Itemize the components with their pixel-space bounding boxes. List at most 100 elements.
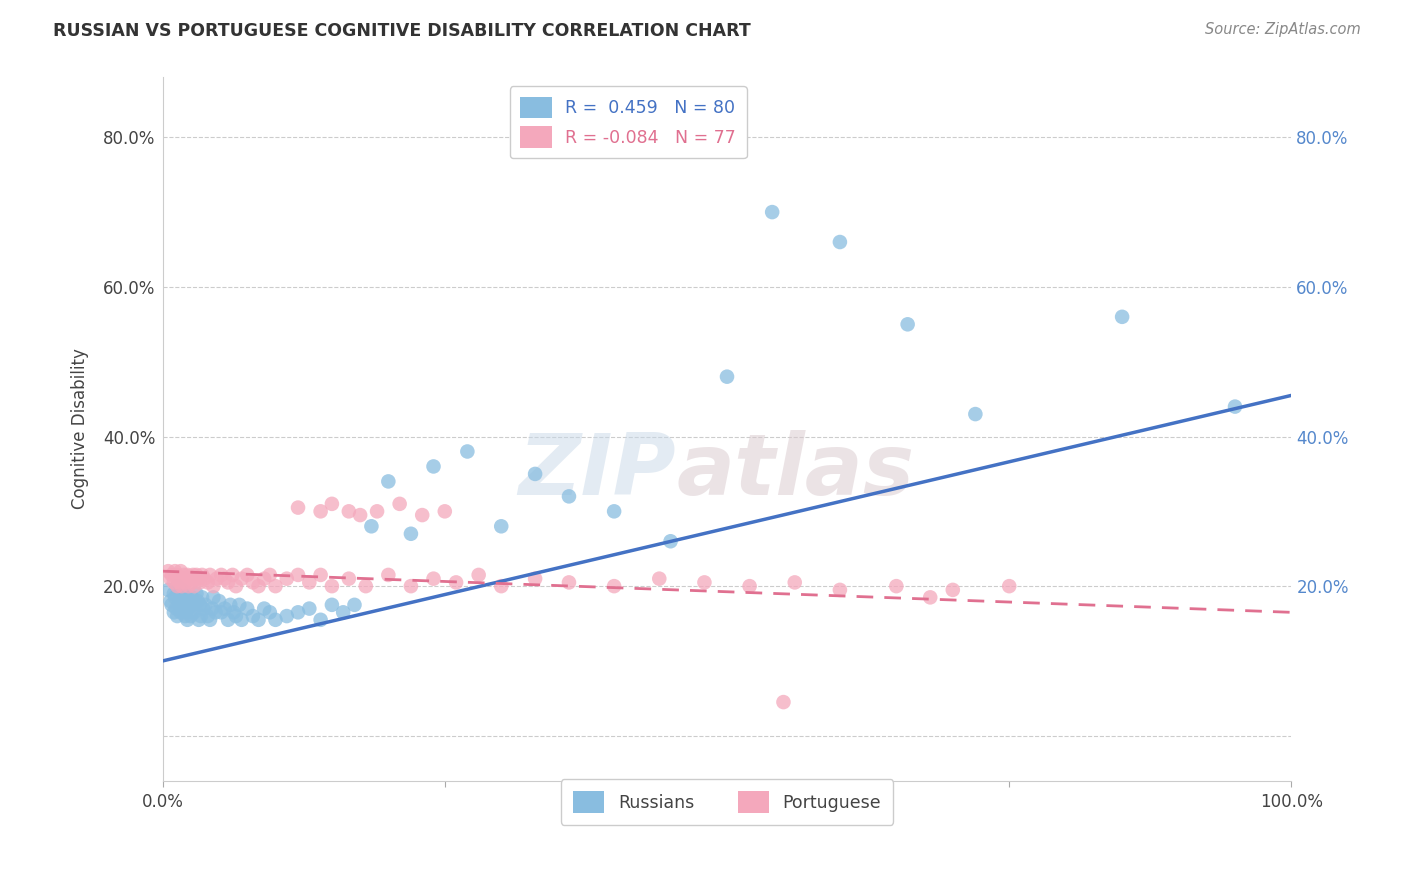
Point [169,591,191,605]
Point [188,598,211,612]
Point [998,579,1021,593]
Point [172,572,194,586]
Point [225,609,247,624]
Point [491,579,513,593]
Point [377,568,399,582]
Point [377,475,399,489]
Point [181,575,204,590]
Point [209,605,232,619]
Point [309,568,332,582]
Point [163,605,186,619]
Point [886,579,908,593]
Point [176,613,198,627]
Point [349,508,371,522]
Point [444,575,467,590]
Point [190,609,212,624]
Point [247,579,270,593]
Point [221,568,243,582]
Point [167,582,190,597]
Point [264,579,287,593]
Point [169,575,191,590]
Point [176,568,198,582]
Legend: Russians, Portuguese: Russians, Portuguese [561,780,893,825]
Point [174,609,197,624]
Point [172,601,194,615]
Point [193,601,215,615]
Point [287,605,309,619]
Point [188,575,211,590]
Point [174,572,197,586]
Point [160,598,183,612]
Point [965,407,987,421]
Text: RUSSIAN VS PORTUGUESE COGNITIVE DISABILITY CORRELATION CHART: RUSSIAN VS PORTUGUESE COGNITIVE DISABILI… [53,22,751,40]
Point [298,575,321,590]
Point [204,605,226,619]
Point [228,598,250,612]
Point [163,591,186,605]
Point [169,564,191,578]
Point [157,582,180,597]
Point [399,526,422,541]
Point [183,579,205,593]
Point [170,582,193,597]
Point [659,534,682,549]
Point [173,568,195,582]
Point [828,582,851,597]
Point [163,586,186,600]
Point [174,598,197,612]
Point [160,568,183,582]
Point [159,572,181,586]
Point [276,572,298,586]
Point [219,598,242,612]
Point [309,504,332,518]
Point [761,205,783,219]
Point [399,579,422,593]
Point [242,575,264,590]
Point [183,605,205,619]
Point [180,609,202,624]
Point [558,489,581,503]
Point [242,609,264,624]
Point [176,591,198,605]
Point [198,568,221,582]
Point [524,572,547,586]
Point [491,519,513,533]
Point [433,504,456,518]
Point [179,598,201,612]
Point [942,582,965,597]
Point [165,568,187,582]
Point [201,601,224,615]
Point [217,575,239,590]
Point [287,568,309,582]
Point [321,579,343,593]
Point [276,609,298,624]
Point [177,579,200,593]
Point [253,601,276,615]
Point [209,568,232,582]
Point [205,572,228,586]
Point [208,594,231,608]
Point [411,508,433,522]
Point [467,568,489,582]
Point [259,568,281,582]
Point [170,579,193,593]
Point [264,613,287,627]
Point [222,605,245,619]
Point [193,572,215,586]
Point [828,235,851,249]
Point [236,568,259,582]
Point [337,504,360,518]
Point [332,605,354,619]
Point [181,568,204,582]
Point [169,605,191,619]
Point [181,591,204,605]
Point [166,609,188,624]
Point [648,572,671,586]
Point [202,591,225,605]
Point [259,605,281,619]
Point [456,444,478,458]
Point [186,586,208,600]
Point [422,572,444,586]
Point [225,579,247,593]
Point [181,598,204,612]
